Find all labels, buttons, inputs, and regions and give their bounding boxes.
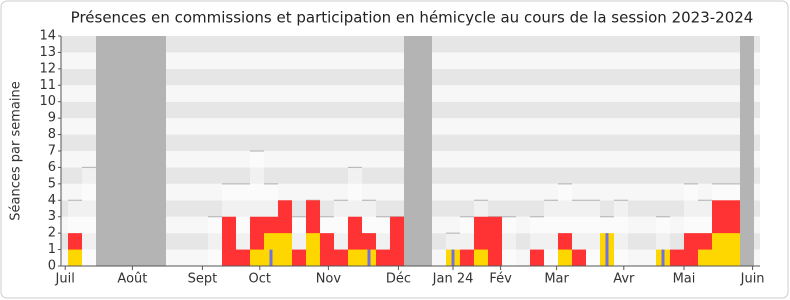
bar: [530, 249, 544, 266]
y-tick-label: 14: [39, 29, 56, 44]
x-tick-label: Juil: [55, 272, 75, 287]
level-area: [614, 200, 628, 266]
y-tick-label: 2: [48, 226, 56, 241]
bar: [460, 249, 474, 266]
thin-bar: [605, 233, 609, 266]
thin-bar: [367, 249, 371, 266]
y-tick-label: 6: [48, 160, 56, 175]
bar: [670, 249, 684, 266]
bar: [684, 233, 698, 266]
bar: [572, 249, 586, 266]
y-tick-label: 8: [48, 127, 56, 142]
thin-bar: [269, 249, 273, 266]
y-tick-label: 4: [48, 193, 56, 208]
bar: [488, 216, 502, 266]
x-tick-label: Nov: [316, 272, 342, 287]
bar: [306, 233, 320, 266]
level-area: [82, 167, 96, 266]
bar: [698, 249, 712, 266]
y-tick-label: 10: [39, 94, 56, 109]
y-tick-label: 12: [39, 61, 56, 76]
x-tick-label: Août: [117, 272, 147, 287]
x-tick-label: Oct: [249, 272, 271, 287]
x-tick-label: Fév: [489, 272, 512, 287]
x-tick-label: Mai: [673, 272, 696, 287]
bar: [376, 249, 390, 266]
y-tick-label: 0: [48, 259, 56, 274]
bar: [278, 233, 292, 266]
y-tick-label: 7: [48, 144, 56, 159]
level-area: [502, 216, 516, 266]
shaded-week: [418, 36, 432, 266]
y-tick-label: 1: [48, 242, 56, 257]
bar: [320, 233, 334, 266]
shaded-week: [152, 36, 166, 266]
y-tick-label: 13: [39, 45, 56, 60]
y-axis-label: Séances par semaine: [9, 81, 24, 220]
shaded-week: [96, 36, 110, 266]
shaded-week: [110, 36, 124, 266]
shaded-week: [740, 36, 754, 266]
chart-title: Présences en commissions et participatio…: [71, 9, 754, 27]
bar: [250, 249, 264, 266]
x-tick-label: Jan 24: [432, 272, 474, 287]
level-area: [208, 216, 222, 266]
bar: [726, 233, 740, 266]
bar: [236, 249, 250, 266]
x-tick-label: Juin: [740, 272, 765, 287]
shaded-week: [124, 36, 138, 266]
bar: [292, 249, 306, 266]
bar: [712, 233, 726, 266]
thin-bar: [661, 249, 665, 266]
bar: [222, 216, 236, 266]
bar: [334, 249, 348, 266]
shaded-week: [138, 36, 152, 266]
shaded-week: [404, 36, 418, 266]
x-tick-label: Avr: [613, 272, 635, 287]
y-tick-label: 3: [48, 209, 56, 224]
y-tick-label: 11: [39, 78, 56, 93]
level-area: [236, 183, 250, 266]
x-tick-label: Mar: [544, 272, 569, 287]
thin-bar: [451, 249, 455, 266]
bar: [390, 216, 404, 266]
bar: [348, 249, 362, 266]
x-tick-label: Sept: [188, 272, 218, 287]
bar: [558, 249, 572, 266]
y-tick-label: 9: [48, 111, 56, 126]
level-area: [544, 200, 558, 266]
x-tick-label: Déc: [386, 272, 411, 287]
y-tick-label: 5: [48, 176, 56, 191]
bar: [68, 249, 82, 266]
level-area: [586, 200, 600, 266]
bar: [474, 249, 488, 266]
